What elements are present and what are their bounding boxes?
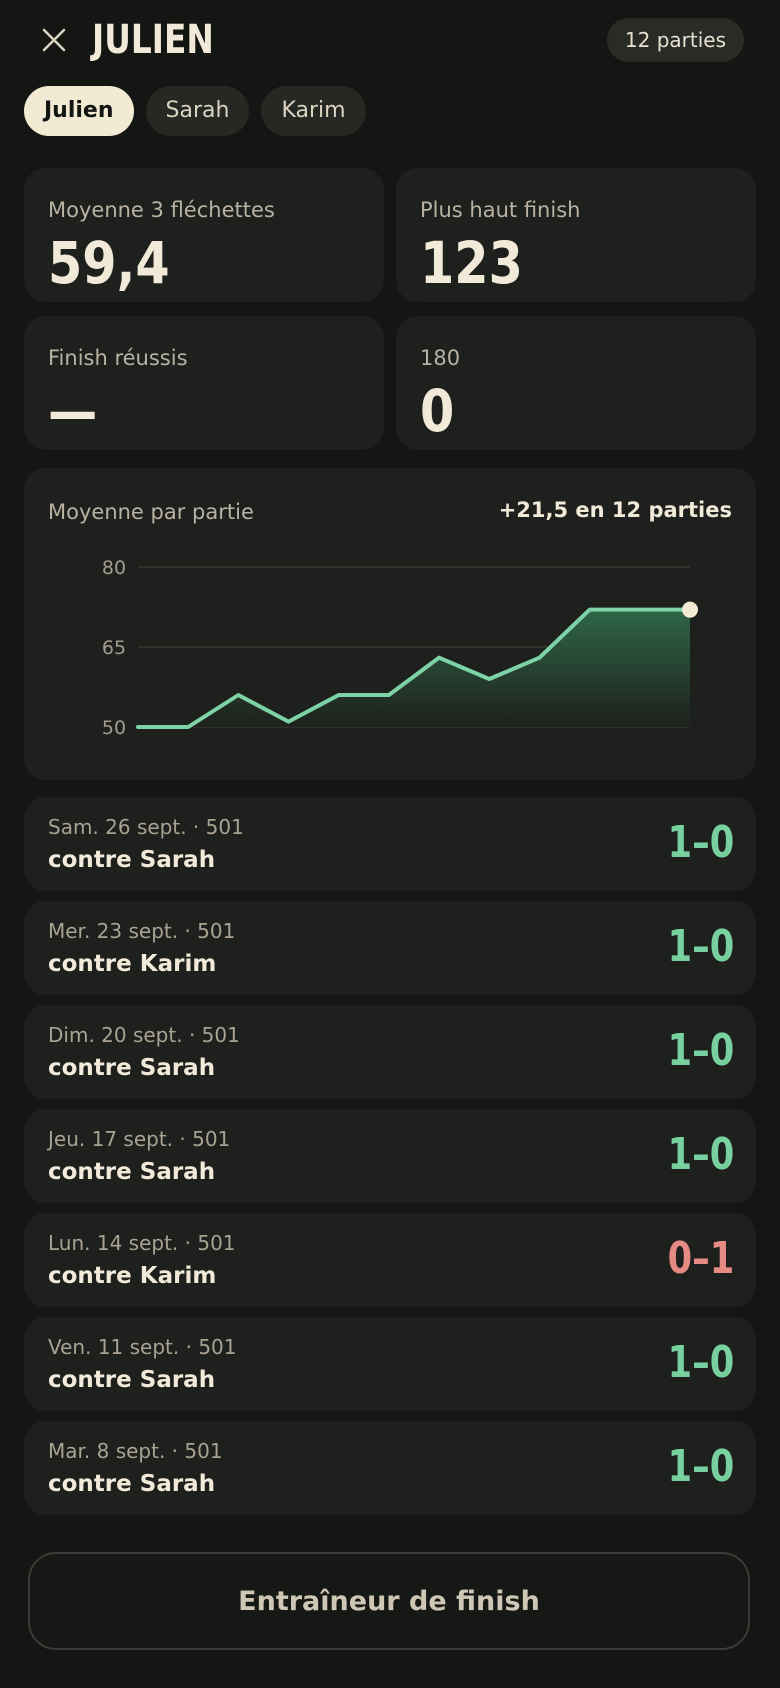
match-date: Lun. 14 sept. · 501 <box>48 1231 236 1255</box>
match-opponent: contre Karim <box>48 951 217 977</box>
stat-label: Plus haut finish <box>420 198 581 222</box>
match-score: 1–0 <box>667 1129 734 1180</box>
match-score: 1–0 <box>667 1441 734 1492</box>
y-tick-label: 80 <box>102 557 126 579</box>
series-area <box>138 609 690 727</box>
match-score: 1–0 <box>667 1025 734 1076</box>
tab-julien[interactable]: Julien <box>24 86 134 136</box>
match-opponent: contre Sarah <box>48 1367 216 1393</box>
stat-card-finishes: Finish réussis — <box>24 316 384 450</box>
match-row[interactable]: Dim. 20 sept. · 501 contre Sarah 1–0 <box>24 1005 756 1099</box>
stat-card-average: Moyenne 3 fléchettes 59,4 <box>24 168 384 302</box>
stat-value: 123 <box>420 229 523 297</box>
match-date: Mar. 8 sept. · 501 <box>48 1439 223 1463</box>
stat-label: Finish réussis <box>48 346 188 370</box>
match-score: 1–0 <box>667 921 734 972</box>
match-score: 1–0 <box>667 1337 734 1388</box>
tab-sarah[interactable]: Sarah <box>145 86 250 136</box>
match-score: 0–1 <box>667 1233 734 1284</box>
close-button[interactable] <box>34 20 74 60</box>
close-icon <box>42 28 66 52</box>
stat-value: 0 <box>420 377 455 445</box>
match-date: Sam. 26 sept. · 501 <box>48 815 244 839</box>
chart-delta-annotation: +21,5 en 12 parties <box>498 498 732 522</box>
player-name-title: JULIEN <box>92 17 214 63</box>
match-row[interactable]: Mar. 8 sept. · 501 contre Sarah 1–0 <box>24 1421 756 1515</box>
match-row[interactable]: Lun. 14 sept. · 501 contre Karim 0–1 <box>24 1213 756 1307</box>
stat-card-highest-finish: Plus haut finish 123 <box>396 168 756 302</box>
match-opponent: contre Sarah <box>48 1471 216 1497</box>
finish-trainer-button[interactable]: Entraîneur de finish <box>28 1552 750 1650</box>
match-opponent: contre Sarah <box>48 1159 216 1185</box>
match-score: 1–0 <box>667 817 734 868</box>
match-row[interactable]: Mer. 23 sept. · 501 contre Karim 1–0 <box>24 901 756 995</box>
y-tick-label: 50 <box>102 717 126 739</box>
match-date: Ven. 11 sept. · 501 <box>48 1335 237 1359</box>
stat-value: — <box>48 377 98 445</box>
player-tabs: Julien Sarah Karim <box>24 86 366 136</box>
last-point-marker <box>682 601 698 618</box>
average-line-chart: 80 65 50 <box>102 557 698 739</box>
match-opponent: contre Sarah <box>48 1055 216 1081</box>
tab-karim[interactable]: Karim <box>261 86 366 136</box>
match-date: Dim. 20 sept. · 501 <box>48 1023 240 1047</box>
stat-value: 59,4 <box>48 229 170 297</box>
series-line <box>136 607 692 729</box>
header: JULIEN 12 parties <box>0 0 780 84</box>
stat-card-180s: 180 0 <box>396 316 756 450</box>
match-opponent: contre Sarah <box>48 847 216 873</box>
match-row[interactable]: Ven. 11 sept. · 501 contre Sarah 1–0 <box>24 1317 756 1411</box>
match-row[interactable]: Sam. 26 sept. · 501 contre Sarah 1–0 <box>24 797 756 891</box>
stat-label: 180 <box>420 346 461 370</box>
average-chart-card: Moyenne par partie +21,5 en 12 parties 8… <box>24 468 756 780</box>
y-tick-label: 65 <box>102 637 126 659</box>
stat-label: Moyenne 3 fléchettes <box>48 198 275 222</box>
match-opponent: contre Karim <box>48 1263 217 1289</box>
chart-title: Moyenne par partie <box>48 500 254 524</box>
match-date: Jeu. 17 sept. · 501 <box>48 1127 231 1151</box>
match-row[interactable]: Jeu. 17 sept. · 501 contre Sarah 1–0 <box>24 1109 756 1203</box>
games-count-badge: 12 parties <box>606 18 744 62</box>
match-date: Mer. 23 sept. · 501 <box>48 919 236 943</box>
